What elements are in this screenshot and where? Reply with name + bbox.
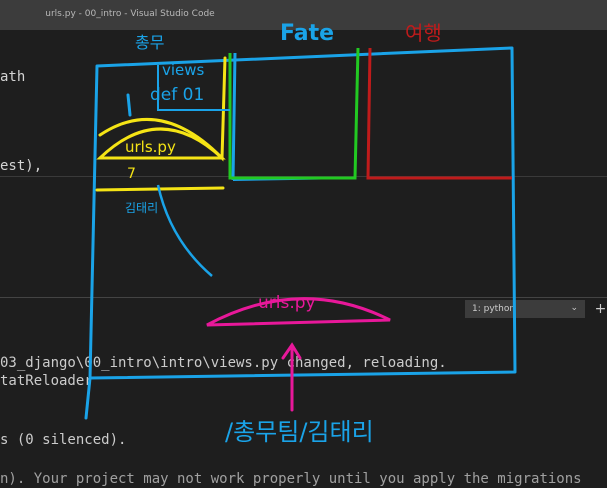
terminal-line: s (0 silenced). xyxy=(0,432,127,448)
code-editor[interactable]: ath est), xyxy=(0,30,607,298)
terminal-line: n). Your project may not work properly u… xyxy=(0,471,582,487)
code-line[interactable]: ath xyxy=(0,69,26,85)
terminal-selector[interactable]: 1: python ⌄ xyxy=(465,300,585,318)
terminal-panel[interactable]: 03_django\00_intro\intro\views.py change… xyxy=(0,298,607,487)
title-bar: urls.py - 00_intro - Visual Studio Code xyxy=(0,0,607,30)
terminal-selector-value: 1: python xyxy=(472,304,516,314)
current-line-highlight xyxy=(0,176,607,177)
chevron-down-icon: ⌄ xyxy=(570,303,578,313)
terminal-line: 03_django\00_intro\intro\views.py change… xyxy=(0,355,447,371)
terminal-line: tatReloader xyxy=(0,373,93,389)
code-line[interactable]: est), xyxy=(0,158,43,174)
plus-icon[interactable]: + xyxy=(594,301,607,317)
window-title: urls.py - 00_intro - Visual Studio Code xyxy=(45,9,215,19)
